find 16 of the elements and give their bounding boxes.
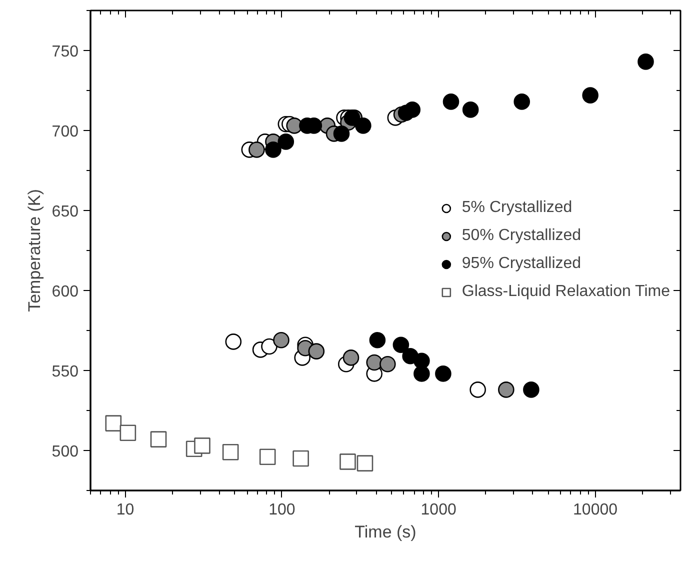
y-tick-label: 750: [52, 44, 79, 60]
x-tick-label: 100: [268, 502, 296, 518]
x-axis-title: Time (s): [354, 522, 416, 542]
y-tick-label: 650: [52, 204, 79, 220]
legend-label: 5% Crystallized: [462, 199, 572, 217]
x-tick-label: 10: [116, 502, 134, 518]
y-tick-label: 700: [52, 124, 79, 140]
legend-label: 95% Crystallized: [462, 255, 582, 273]
legend-label: Glass-Liquid Relaxation Time: [462, 283, 670, 301]
x-tick-label: 1000: [420, 502, 456, 518]
y-tick-label: 550: [52, 364, 79, 380]
x-tick-label: 10000: [573, 502, 618, 518]
legend-label: 50% Crystallized: [462, 227, 582, 245]
y-tick-label: 500: [52, 444, 79, 460]
y-axis-title: Temperature (K): [24, 189, 44, 312]
y-tick-label: 600: [52, 284, 79, 300]
